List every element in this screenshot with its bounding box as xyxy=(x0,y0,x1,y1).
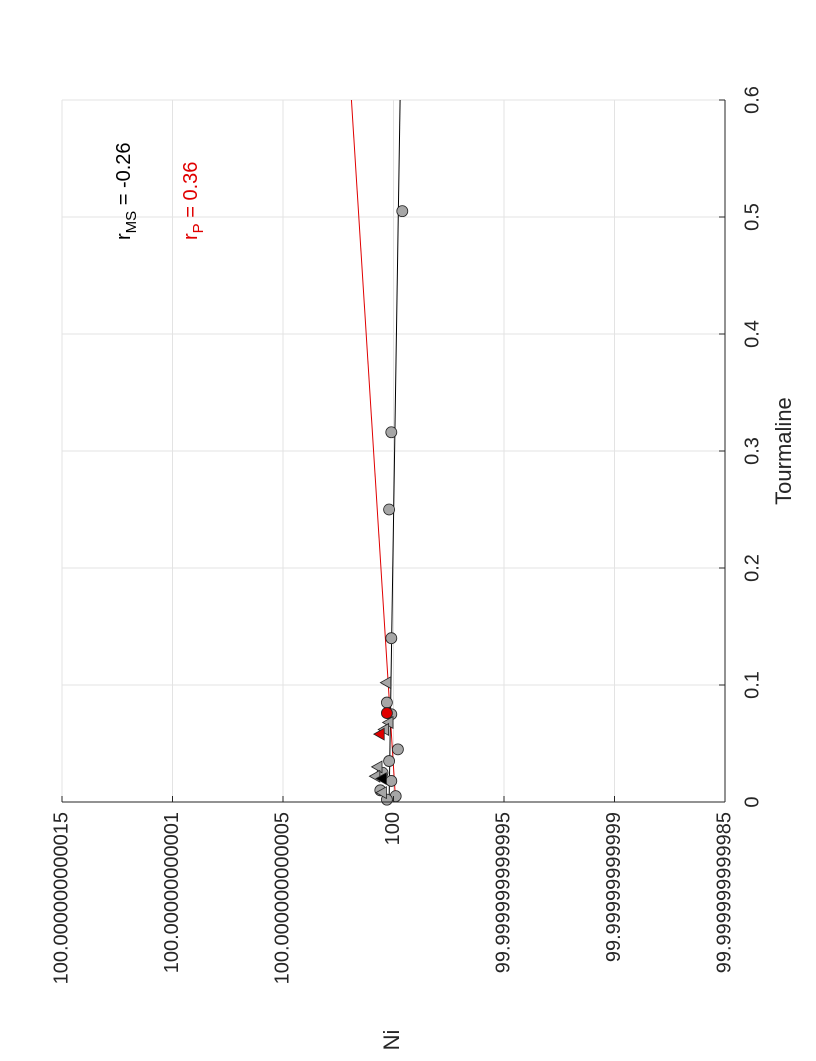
data-point-circle xyxy=(391,743,404,756)
data-point-circle xyxy=(383,503,396,516)
y-tick-label: 100 xyxy=(382,812,404,845)
data-point-triangle xyxy=(379,676,392,690)
y-tick-label: 99.99999999999 xyxy=(603,812,625,962)
annotation-subscript: P xyxy=(190,223,207,233)
x-tick-label: 0 xyxy=(741,796,763,807)
y-tick-label: 100.00000000001 xyxy=(161,812,183,973)
x-axis-title: Tourmaline xyxy=(771,397,796,505)
chart-text: 0 0.1 0.2 0.3 0.4 0.5 0.6 100.000000000015 100.0… xyxy=(50,86,796,1050)
data-point-triangle xyxy=(375,772,387,786)
data-point-circle xyxy=(381,707,393,719)
annotation-value: = -0.26 xyxy=(113,142,135,210)
x-tick-label: 0.5 xyxy=(741,203,763,231)
y-tick-label: 100.000000000005 xyxy=(271,812,293,984)
x-tick-label: 0.2 xyxy=(741,554,763,582)
y-axis-title: Ni xyxy=(379,1030,404,1051)
data-point-triangle xyxy=(372,727,385,741)
annotation-label: r xyxy=(113,233,135,240)
data-point-triangle xyxy=(375,786,387,800)
data-point-triangle xyxy=(370,760,383,774)
data-point-circle xyxy=(396,205,409,218)
data-point-circle xyxy=(385,775,398,787)
y-tick-label: 99.999999999995 xyxy=(492,812,514,973)
x-tick-label: 0.1 xyxy=(741,671,763,699)
data-point-circle xyxy=(385,632,398,645)
data-points xyxy=(368,205,409,806)
grid-lines xyxy=(61,99,726,803)
y-tick-label: 100.000000000015 xyxy=(50,812,72,984)
annotation-value: = 0.36 xyxy=(180,162,202,224)
x-tick-label: 0.3 xyxy=(741,437,763,465)
annotation-0: rMS = -0.26 xyxy=(113,142,140,240)
data-point-circle xyxy=(383,755,396,767)
annotation-1: rP = 0.36 xyxy=(180,162,207,240)
data-point-triangle xyxy=(368,769,381,783)
axes xyxy=(61,99,726,803)
data-point-circle xyxy=(385,426,398,439)
y-tick-label: 99.999999999985 xyxy=(713,812,735,973)
data-point-circle xyxy=(381,696,393,709)
x-tick-label: 0.6 xyxy=(741,86,763,114)
x-tick-label: 0.4 xyxy=(741,320,763,348)
annotation-subscript: MS xyxy=(123,211,140,234)
annotation-label: r xyxy=(180,233,202,240)
